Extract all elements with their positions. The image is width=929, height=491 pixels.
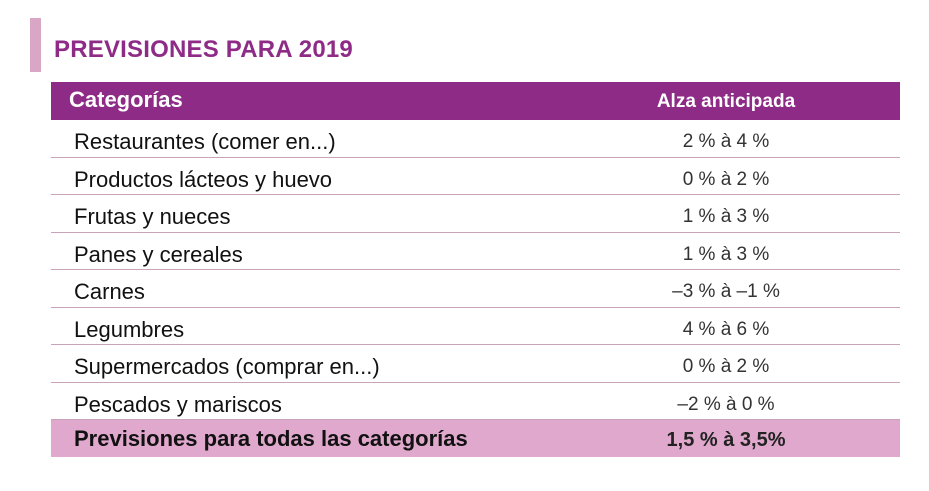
header-value: Alza anticipada: [656, 91, 796, 112]
row-category: Legumbres: [74, 316, 185, 342]
forecast-table: Categorías Alza anticipada Restaurantes …: [51, 82, 900, 457]
row-category: Frutas y nueces: [74, 204, 231, 229]
row-category: Pescados y mariscos: [74, 391, 282, 417]
row-category: Panes y cereales: [74, 241, 243, 267]
row-category: Supermercados (comprar en...): [74, 354, 380, 379]
table-row: Panes y cereales 1 % à 3 %: [51, 233, 900, 270]
row-value: 4 % à 6 %: [682, 318, 770, 340]
table-row: Legumbres 4 % à 6 %: [51, 308, 900, 345]
row-value: –3 % à –1 %: [672, 281, 780, 302]
row-value: –2 % à 0 %: [677, 393, 775, 415]
table-row: Productos lácteos y huevo 0 % à 2 %: [51, 158, 900, 195]
row-category: Carnes: [74, 279, 145, 304]
table-header-row: Categorías Alza anticipada: [51, 82, 900, 120]
row-value: 0 % à 2 %: [682, 168, 770, 190]
table-row: Carnes –3 % à –1 %: [51, 270, 900, 308]
header-category: Categorías: [69, 87, 183, 112]
row-category: Restaurantes (comer en...): [74, 129, 336, 154]
table-row: Supermercados (comprar en...) 0 % à 2 %: [51, 345, 900, 383]
table-row: Pescados y mariscos –2 % à 0 %: [51, 383, 900, 420]
row-value: 1 % à 3 %: [682, 206, 770, 227]
table-row: Frutas y nueces 1 % à 3 %: [51, 195, 900, 233]
page-title: PREVISIONES PARA 2019: [54, 36, 353, 63]
total-category: Previsiones para todas las categorías: [74, 426, 468, 451]
table-row: Restaurantes (comer en...) 2 % à 4 %: [51, 120, 900, 158]
row-value: 2 % à 4 %: [682, 131, 770, 152]
total-row: Previsiones para todas las categorías 1,…: [51, 420, 900, 457]
total-value: 1,5 % à 3,5%: [666, 429, 786, 451]
row-value: 1 % à 3 %: [682, 243, 770, 265]
title-accent-bar: [30, 18, 41, 72]
row-category: Productos lácteos y huevo: [74, 166, 333, 192]
row-value: 0 % à 2 %: [682, 356, 770, 377]
